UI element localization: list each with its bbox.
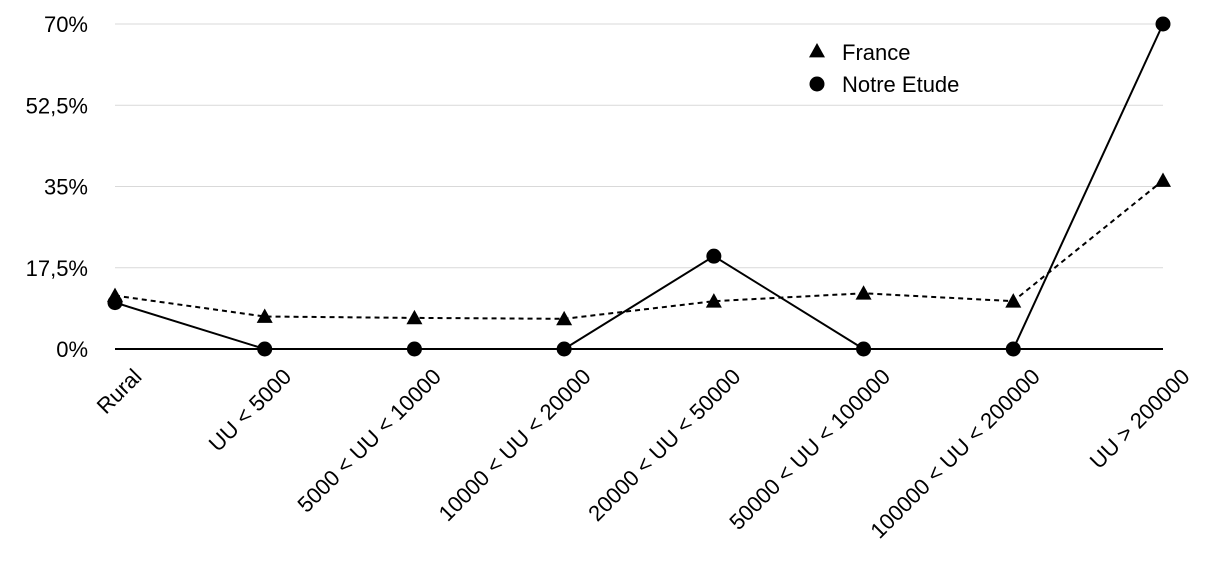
data-point bbox=[1005, 293, 1022, 308]
data-point bbox=[1155, 16, 1171, 32]
series-notre-etude bbox=[107, 16, 1171, 357]
series-group bbox=[107, 16, 1171, 357]
data-point bbox=[705, 293, 722, 308]
data-point bbox=[406, 309, 423, 325]
y-tick-label: 17,5% bbox=[26, 256, 88, 281]
series-france bbox=[107, 172, 1171, 326]
y-tick-label: 35% bbox=[44, 175, 88, 200]
data-point bbox=[556, 341, 572, 357]
data-point bbox=[1155, 172, 1171, 187]
x-tick-label: Rural bbox=[92, 364, 147, 419]
y-axis: 0% 17,5% 35% 52,5% 70% bbox=[26, 12, 88, 362]
y-tick-label: 70% bbox=[44, 12, 88, 37]
x-tick-label: UU > 200000 bbox=[1085, 364, 1195, 474]
data-point bbox=[107, 295, 123, 311]
data-point bbox=[855, 285, 872, 300]
data-point bbox=[1005, 341, 1021, 357]
x-tick-label: 100000 < UU < 200000 bbox=[865, 364, 1044, 543]
x-tick-label: 10000 < UU < 20000 bbox=[434, 364, 596, 526]
x-tick-label: 5000 < UU < 10000 bbox=[292, 364, 445, 517]
legend-label-france: France bbox=[842, 40, 910, 65]
legend: France Notre Etude bbox=[809, 40, 959, 97]
data-point bbox=[706, 248, 722, 264]
series-line bbox=[114, 179, 1164, 320]
data-point bbox=[406, 341, 422, 357]
legend-item-notre-etude: Notre Etude bbox=[809, 72, 959, 97]
gridlines bbox=[115, 23, 1163, 269]
y-tick-label: 52,5% bbox=[26, 93, 88, 118]
legend-item-france: France bbox=[809, 40, 910, 65]
data-point bbox=[856, 341, 872, 357]
data-point bbox=[556, 310, 573, 326]
legend-label-notre-etude: Notre Etude bbox=[842, 72, 959, 97]
legend-marker-circle bbox=[809, 76, 825, 92]
y-tick-label: 0% bbox=[56, 337, 88, 362]
x-tick-label: 20000 < UU < 50000 bbox=[583, 364, 745, 526]
x-tick-label: UU < 5000 bbox=[204, 364, 296, 456]
series-line bbox=[114, 23, 1164, 350]
legend-marker-triangle bbox=[809, 43, 825, 58]
x-tick-label: 50000 < UU < 100000 bbox=[724, 364, 895, 535]
data-point bbox=[256, 308, 273, 323]
data-point bbox=[257, 341, 273, 357]
